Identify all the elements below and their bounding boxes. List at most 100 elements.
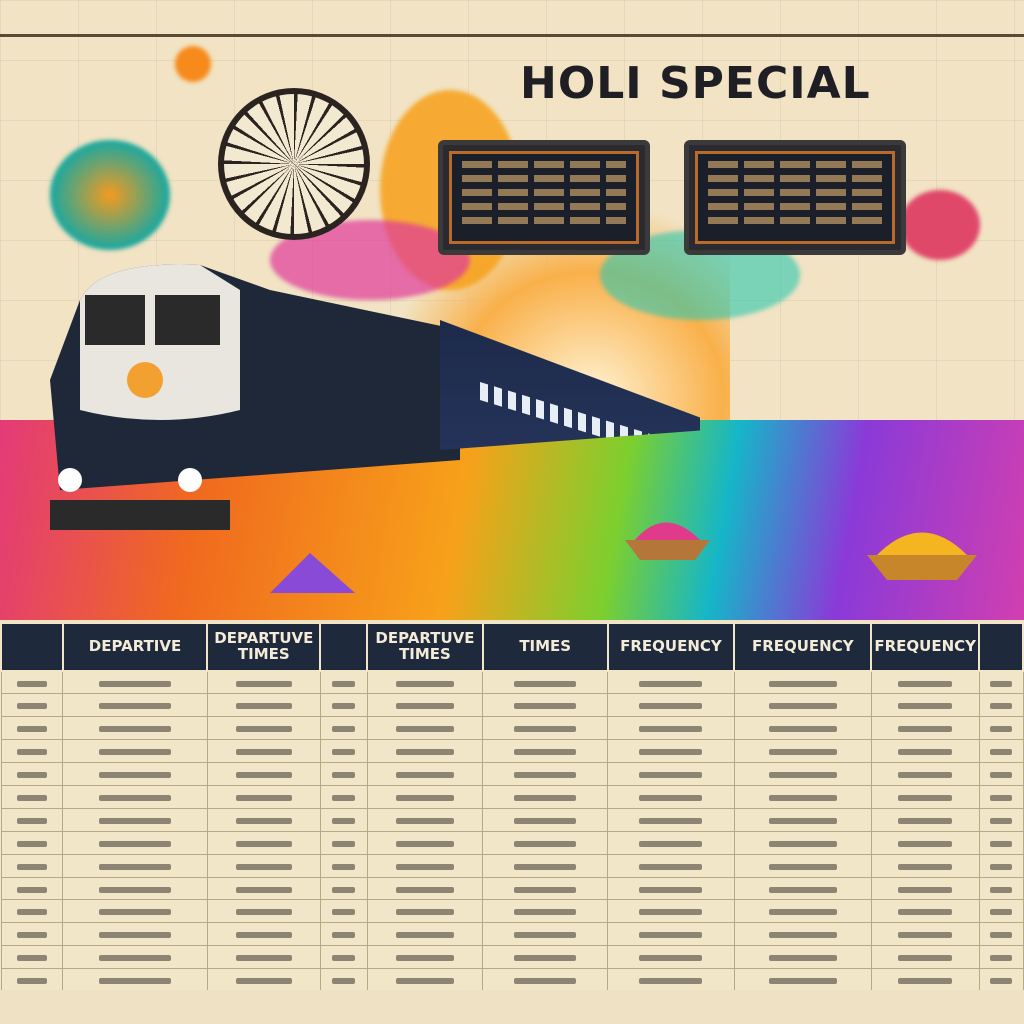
table-cell bbox=[319, 876, 368, 901]
table-row bbox=[0, 693, 1024, 718]
table-row bbox=[0, 876, 1024, 901]
column-header: FREQUENCY bbox=[870, 622, 981, 672]
table-cell bbox=[978, 922, 1024, 947]
table-cell bbox=[733, 968, 872, 992]
table-cell bbox=[0, 762, 64, 786]
table-row bbox=[0, 739, 1024, 764]
table-cell bbox=[0, 830, 64, 855]
table-cell bbox=[0, 784, 64, 809]
table-cell bbox=[319, 945, 368, 970]
table-cell bbox=[0, 853, 64, 878]
table-cell bbox=[62, 876, 208, 901]
column-header: FREQUENCY bbox=[733, 622, 873, 672]
departure-board-icon bbox=[438, 140, 650, 255]
table-cell bbox=[607, 693, 735, 718]
table-cell bbox=[319, 922, 368, 947]
table-cell bbox=[870, 693, 980, 718]
table-row bbox=[0, 945, 1024, 970]
table-cell bbox=[607, 670, 735, 695]
table-cell bbox=[206, 922, 321, 947]
table-cell bbox=[206, 670, 321, 695]
table-cell bbox=[978, 830, 1024, 855]
color-powder-bowl-icon bbox=[625, 522, 710, 560]
table-cell bbox=[319, 968, 368, 992]
table-cell bbox=[62, 830, 208, 855]
table-cell bbox=[0, 899, 64, 924]
table-cell bbox=[978, 968, 1024, 992]
table-cell bbox=[62, 739, 208, 764]
table-cell bbox=[482, 716, 609, 741]
table-cell bbox=[733, 693, 872, 718]
table-cell bbox=[870, 716, 980, 741]
table-cell bbox=[978, 670, 1024, 695]
column-header: DEPARTUVE TIMES bbox=[206, 622, 322, 672]
table-cell bbox=[0, 670, 64, 695]
table-cell bbox=[978, 807, 1024, 832]
table-cell bbox=[62, 670, 208, 695]
table-cell bbox=[607, 784, 735, 809]
table-cell bbox=[733, 830, 872, 855]
table-cell bbox=[366, 945, 484, 970]
table-cell bbox=[0, 945, 64, 970]
table-cell bbox=[319, 853, 368, 878]
column-header bbox=[319, 622, 369, 672]
table-cell bbox=[870, 945, 980, 970]
table-cell bbox=[0, 876, 64, 901]
table-cell bbox=[0, 807, 64, 832]
table-row bbox=[0, 762, 1024, 786]
table-cell bbox=[319, 830, 368, 855]
table-cell bbox=[62, 945, 208, 970]
table-cell bbox=[62, 807, 208, 832]
schedule-table: DEPARTIVE DEPARTUVE TIMES DEPARTUVE TIMES T… bbox=[0, 622, 1024, 992]
table-cell bbox=[482, 670, 609, 695]
table-cell bbox=[319, 693, 368, 718]
table-row bbox=[0, 716, 1024, 741]
table-cell bbox=[978, 739, 1024, 764]
table-cell bbox=[206, 830, 321, 855]
table-cell bbox=[206, 853, 321, 878]
table-cell bbox=[978, 876, 1024, 901]
table-cell bbox=[482, 784, 609, 809]
table-cell bbox=[366, 784, 484, 809]
table-cell bbox=[607, 876, 735, 901]
table-cell bbox=[978, 853, 1024, 878]
table-cell bbox=[206, 784, 321, 809]
table-cell bbox=[0, 693, 64, 718]
table-row bbox=[0, 899, 1024, 924]
table-cell bbox=[62, 716, 208, 741]
table-row bbox=[0, 807, 1024, 832]
table-cell bbox=[206, 693, 321, 718]
table-cell bbox=[733, 899, 872, 924]
table-cell bbox=[607, 853, 735, 878]
table-cell bbox=[366, 830, 484, 855]
table-cell bbox=[366, 716, 484, 741]
table-cell bbox=[607, 922, 735, 947]
table-cell bbox=[482, 807, 609, 832]
table-cell bbox=[0, 739, 64, 764]
table-cell bbox=[482, 899, 609, 924]
table-row bbox=[0, 784, 1024, 809]
table-cell bbox=[366, 853, 484, 878]
color-splash bbox=[900, 190, 980, 260]
table-cell bbox=[733, 945, 872, 970]
table-cell bbox=[206, 739, 321, 764]
table-cell bbox=[733, 670, 872, 695]
table-cell bbox=[870, 830, 980, 855]
column-header: TIMES bbox=[481, 622, 609, 672]
table-cell bbox=[733, 807, 872, 832]
table-cell bbox=[870, 762, 980, 786]
table-row bbox=[0, 670, 1024, 695]
table-cell bbox=[206, 807, 321, 832]
column-header bbox=[0, 622, 64, 672]
table-cell bbox=[319, 716, 368, 741]
table-cell bbox=[870, 670, 980, 695]
table-cell bbox=[870, 853, 980, 878]
table-cell bbox=[733, 762, 872, 786]
table-cell bbox=[978, 693, 1024, 718]
table-cell bbox=[482, 762, 609, 786]
table-cell bbox=[366, 899, 484, 924]
table-cell bbox=[607, 762, 735, 786]
table-cell bbox=[62, 968, 208, 992]
table-cell bbox=[978, 716, 1024, 741]
page-title: HOLI SPECIAL bbox=[520, 58, 871, 109]
